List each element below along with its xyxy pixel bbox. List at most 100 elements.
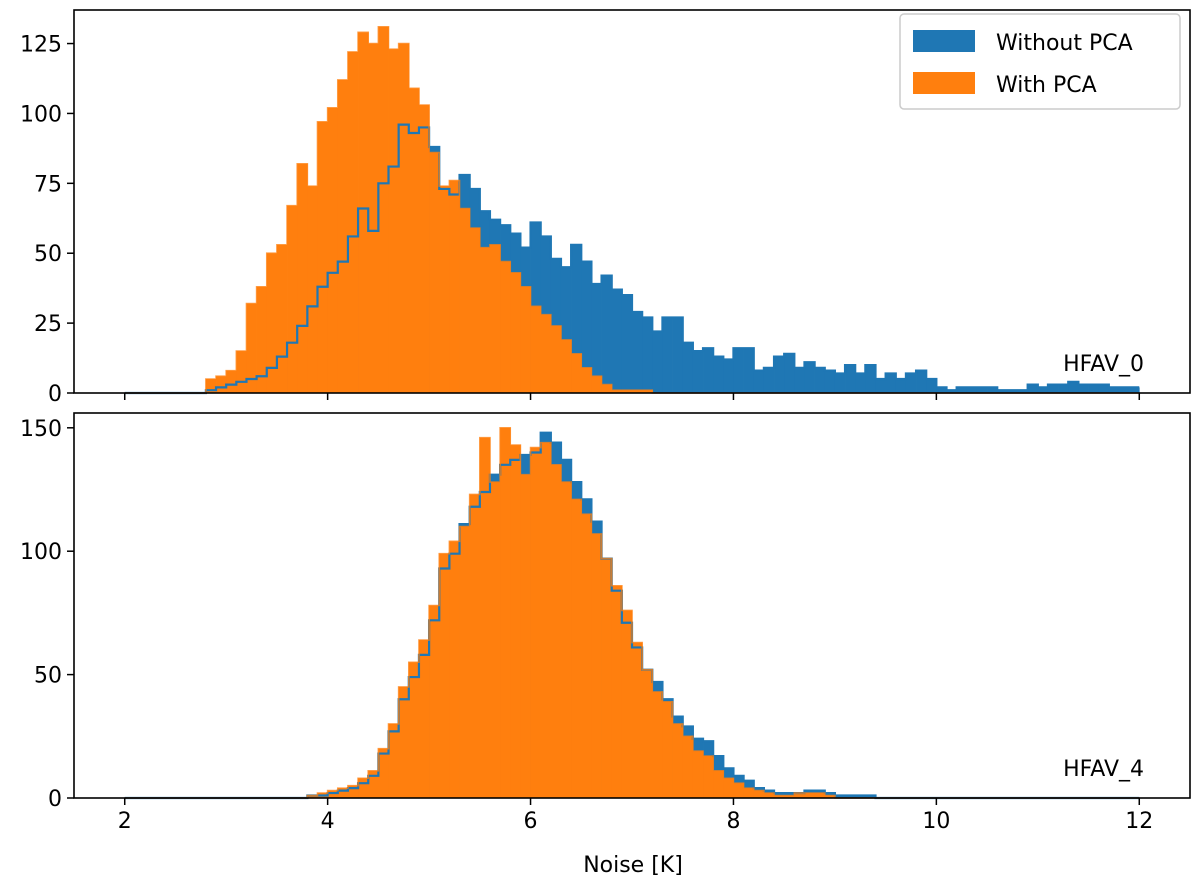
step-outline-without-pca bbox=[124, 123, 1140, 395]
bar-without-pca bbox=[1027, 384, 1039, 393]
bar-without-pca bbox=[875, 379, 886, 393]
bar-without-pca bbox=[865, 365, 876, 393]
bar-without-pca bbox=[824, 370, 836, 393]
bar-with-pca bbox=[621, 610, 633, 798]
bar-with-pca bbox=[682, 736, 694, 798]
bar-without-pca bbox=[976, 387, 988, 393]
x-tick-label: 12 bbox=[1125, 809, 1153, 834]
bar-with-pca bbox=[236, 351, 247, 393]
bar-without-pca bbox=[692, 351, 704, 393]
y-tick-label: 100 bbox=[20, 102, 62, 127]
bar-with-pca bbox=[601, 558, 613, 798]
bar-with-pca bbox=[794, 793, 805, 798]
bar-with-pca bbox=[824, 795, 836, 798]
bar-without-pca bbox=[703, 348, 714, 393]
bar-with-pca bbox=[632, 390, 643, 393]
bar-with-pca bbox=[540, 314, 552, 393]
axes-frame bbox=[73, 412, 1191, 799]
bar-without-pca bbox=[662, 317, 673, 393]
bar-with-pca bbox=[520, 474, 531, 798]
bar-with-pca bbox=[814, 793, 826, 798]
bar-without-pca bbox=[926, 379, 937, 393]
bar-with-pca bbox=[591, 533, 602, 798]
y-tick-label: 125 bbox=[20, 33, 62, 58]
y-tick-label: 100 bbox=[20, 540, 62, 565]
bar-without-pca bbox=[581, 261, 592, 393]
panel-annotation: HFAV_4 bbox=[1063, 757, 1144, 782]
x-tick-label: 4 bbox=[321, 809, 335, 834]
bar-without-pca bbox=[1017, 390, 1029, 393]
bar-without-pca bbox=[753, 370, 765, 393]
bar-with-pca bbox=[368, 43, 379, 394]
y-tick-label: 50 bbox=[34, 664, 62, 689]
bar-with-pca bbox=[388, 723, 400, 798]
bar-without-pca bbox=[794, 367, 805, 393]
bar-with-pca bbox=[571, 499, 582, 798]
bar-with-pca bbox=[388, 49, 400, 393]
top-panel: 0 25 50 75 100 125 HFAV_0 bbox=[20, 9, 1191, 407]
bar-with-pca bbox=[469, 494, 481, 798]
bar-with-pca bbox=[621, 390, 633, 393]
bar-with-pca bbox=[479, 247, 491, 393]
bar-without-pca bbox=[1037, 387, 1049, 393]
bar-with-pca bbox=[276, 244, 288, 393]
bar-with-pca bbox=[439, 186, 450, 393]
bar-with-pca bbox=[398, 686, 410, 798]
bar-with-pca bbox=[408, 662, 420, 798]
bar-with-pca bbox=[408, 88, 420, 393]
bar-without-pca bbox=[1129, 387, 1140, 393]
bar-with-pca bbox=[337, 788, 349, 798]
bar-without-pca bbox=[1047, 384, 1059, 393]
bar-with-pca bbox=[337, 79, 349, 393]
bar-with-pca bbox=[804, 793, 815, 798]
bar-with-pca bbox=[550, 464, 562, 798]
bar-with-pca bbox=[398, 43, 410, 394]
bar-with-pca bbox=[763, 793, 775, 798]
bar-without-pca bbox=[845, 795, 856, 798]
bar-with-pca bbox=[662, 701, 673, 798]
y-tick-label: 25 bbox=[34, 312, 62, 337]
bar-without-pca bbox=[611, 289, 623, 393]
panel-annotation: HFAV_0 bbox=[1063, 352, 1144, 377]
bar-without-pca bbox=[733, 348, 744, 393]
y-tick-label: 0 bbox=[48, 382, 62, 407]
bar-with-pca bbox=[652, 691, 663, 798]
bar-with-pca bbox=[733, 783, 744, 798]
bar-with-pca bbox=[358, 778, 369, 798]
bar-without-pca bbox=[642, 317, 653, 393]
x-tick-label: 8 bbox=[726, 809, 740, 834]
bottom-panel: 0 50 100 150 2 4 6 8 10 12 HFAV_4 bbox=[20, 412, 1191, 834]
bar-without-pca bbox=[885, 373, 897, 393]
bar-without-pca bbox=[1088, 384, 1100, 393]
bar-without-pca bbox=[834, 795, 846, 798]
bar-without-pca bbox=[905, 373, 917, 393]
bar-without-pca bbox=[784, 353, 795, 393]
legend-label-without-pca: Without PCA bbox=[996, 31, 1133, 56]
bar-with-pca bbox=[500, 261, 511, 393]
bar-with-pca bbox=[632, 642, 643, 798]
bar-without-pca bbox=[814, 367, 826, 393]
bar-with-pca bbox=[713, 770, 724, 798]
bar-without-pca bbox=[763, 367, 775, 393]
bar-with-pca bbox=[327, 107, 339, 393]
bar-without-pca bbox=[560, 267, 572, 393]
bar-with-pca bbox=[307, 795, 318, 798]
bar-with-pca bbox=[642, 390, 653, 393]
legend-swatch-without-pca bbox=[913, 30, 975, 52]
bar-without-pca bbox=[855, 795, 866, 798]
bar-without-pca bbox=[1098, 384, 1110, 393]
bar-with-pca bbox=[378, 26, 389, 394]
bar-without-pca bbox=[1078, 384, 1089, 393]
bar-with-pca bbox=[692, 751, 704, 798]
bar-without-pca bbox=[956, 387, 968, 393]
bar-without-pca bbox=[672, 317, 684, 393]
bar-with-pca bbox=[429, 152, 440, 393]
bar-with-pca bbox=[459, 208, 471, 393]
bar-without-pca bbox=[1118, 387, 1130, 393]
bar-with-pca bbox=[571, 353, 582, 393]
bar-without-pca bbox=[723, 359, 734, 393]
bar-with-pca bbox=[287, 205, 298, 393]
bar-without-pca bbox=[997, 390, 1008, 393]
bar-with-pca bbox=[591, 376, 602, 393]
